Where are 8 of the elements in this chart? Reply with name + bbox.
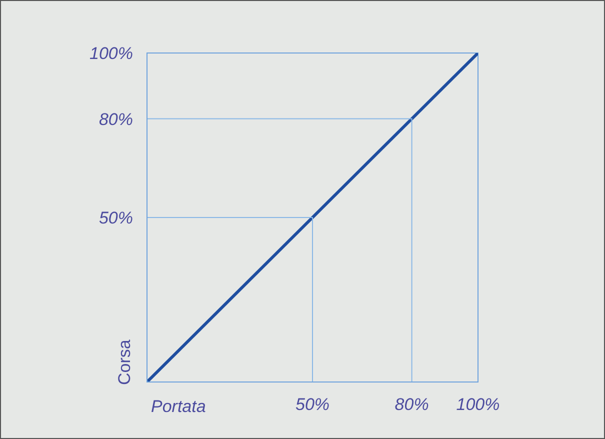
x-axis-title: Portata [151,397,206,417]
x-tick-label: 80% [394,395,429,414]
y-axis-title: Corsa [115,340,135,385]
y-tick-label: 50% [98,208,133,228]
x-tick-label: 50% [295,395,330,414]
x-tick-label: 100% [456,395,500,414]
y-tick-label: 80% [98,110,133,129]
y-tick-label: 100% [90,44,133,64]
